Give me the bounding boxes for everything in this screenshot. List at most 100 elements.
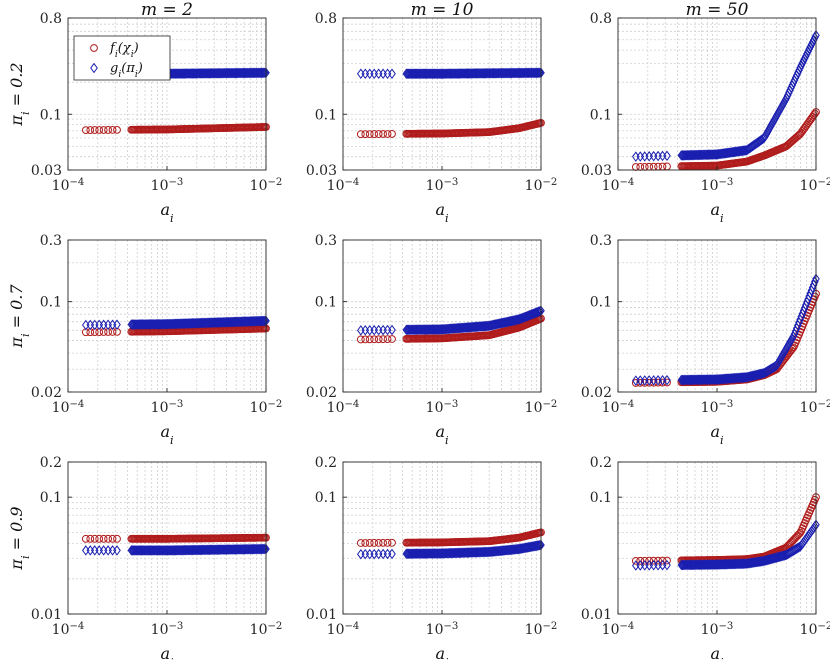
data-point [769, 362, 777, 374]
x-axis-label: ai [435, 422, 449, 447]
data-point [95, 126, 104, 134]
data-point [770, 361, 778, 373]
row-label: πi = 0.2 [7, 62, 32, 126]
row-label: πi = 0.7 [7, 284, 32, 349]
x-tick-label: 10−2 [250, 177, 283, 195]
y-tick-label: 0.1 [40, 295, 62, 311]
x-tick-label: 10−2 [525, 621, 558, 639]
data-point [370, 335, 379, 344]
y-tick-label: 0.2 [40, 455, 62, 471]
data-point [645, 556, 654, 565]
data-point [379, 130, 387, 138]
data-point [806, 41, 815, 53]
x-tick-label: 10−3 [426, 621, 459, 639]
y-tick-label: 0.02 [581, 385, 612, 401]
y-tick-label: 0.1 [590, 107, 612, 123]
data-point [356, 335, 365, 344]
subplot-r0-c0: 10−4 10−3 10−2 0.03 0.1 0.8 ai m = 2 πi = 0.2 fi(… [7, 0, 282, 225]
column-title: m = 50 [686, 0, 749, 20]
data-point [536, 305, 544, 317]
subplot-r2-c2: 10−4 10−3 10−2 0.01 0.1 0.2 ai [581, 455, 830, 660]
data-point [640, 556, 649, 565]
data-point [388, 130, 396, 138]
data-point [797, 60, 806, 71]
data-point [86, 534, 95, 543]
series-f [356, 314, 545, 344]
data-point [811, 276, 819, 288]
x-tick-label: 10−2 [525, 177, 558, 195]
series-g [632, 273, 820, 386]
data-point [90, 126, 99, 134]
data-point [370, 539, 379, 547]
x-axis-label: ai [710, 200, 724, 225]
y-tick-label: 0.1 [315, 107, 337, 123]
series-f [356, 118, 545, 139]
x-tick-label: 10−3 [426, 177, 459, 195]
y-tick-label: 0.1 [40, 490, 62, 506]
data-point [801, 50, 810, 62]
y-tick-label: 0.01 [306, 607, 337, 623]
legend-label-g: gi(πi) [110, 61, 143, 80]
data-point [536, 539, 544, 551]
x-tick-label: 10−3 [426, 399, 459, 417]
data-point [113, 125, 121, 134]
column-title: m = 10 [411, 0, 474, 20]
data-point [365, 539, 374, 547]
data-point [388, 68, 396, 79]
data-point [99, 126, 108, 134]
data-point [798, 57, 807, 69]
data-point [379, 335, 387, 344]
series-g [82, 543, 270, 556]
column-title: m = 2 [141, 0, 193, 20]
y-tick-label: 0.8 [590, 11, 612, 27]
x-tick-label: 10−3 [151, 621, 184, 639]
data-point [533, 67, 542, 79]
subplot-r0-c1: 10−4 10−3 10−2 0.03 0.1 0.8 ai m = 10 [306, 0, 558, 225]
data-point [113, 545, 121, 556]
x-tick-label: 10−3 [701, 399, 734, 417]
y-tick-label: 0.03 [31, 163, 62, 179]
data-point [794, 542, 802, 554]
data-point [356, 130, 365, 139]
y-tick-label: 0.3 [590, 233, 612, 249]
y-tick-label: 0.8 [315, 11, 337, 27]
y-tick-label: 0.2 [590, 455, 612, 471]
legend-box [73, 35, 171, 81]
x-tick-label: 10−3 [151, 399, 184, 417]
x-tick-label: 10−4 [327, 177, 360, 195]
row-label: πi = 0.9 [7, 506, 32, 570]
y-tick-label: 0.03 [306, 163, 337, 179]
data-point [663, 556, 671, 565]
data-point [258, 315, 267, 327]
x-tick-label: 10−4 [602, 399, 635, 417]
data-point [95, 534, 104, 543]
subplot-r1-c0: 10−4 10−3 10−2 0.02 0.1 0.3 ai πi = 0.7 [7, 233, 282, 447]
data-point [796, 528, 805, 537]
legend-label-f: fi(χi) [109, 41, 139, 60]
series-f [81, 123, 270, 135]
data-point [804, 46, 812, 57]
data-point [631, 556, 640, 565]
y-tick-label: 0.03 [581, 163, 612, 179]
data-point [739, 145, 748, 156]
series-g [82, 315, 270, 331]
data-point [778, 550, 786, 562]
data-point [811, 32, 819, 43]
data-point [258, 543, 267, 555]
x-tick-label: 10−2 [800, 399, 830, 417]
data-point [800, 53, 809, 64]
data-point [799, 55, 808, 66]
x-tick-label: 10−2 [250, 621, 283, 639]
y-tick-label: 0.8 [40, 11, 62, 27]
x-tick-label: 10−4 [602, 177, 635, 195]
data-point [261, 315, 269, 327]
x-tick-label: 10−2 [250, 399, 283, 417]
data-point [99, 534, 108, 543]
data-point [370, 130, 379, 138]
x-tick-label: 10−4 [52, 621, 85, 639]
series-g [357, 67, 545, 79]
x-axis-label: ai [435, 644, 449, 660]
x-tick-label: 10−2 [800, 177, 830, 195]
data-point [258, 67, 267, 79]
x-tick-label: 10−2 [800, 621, 830, 639]
